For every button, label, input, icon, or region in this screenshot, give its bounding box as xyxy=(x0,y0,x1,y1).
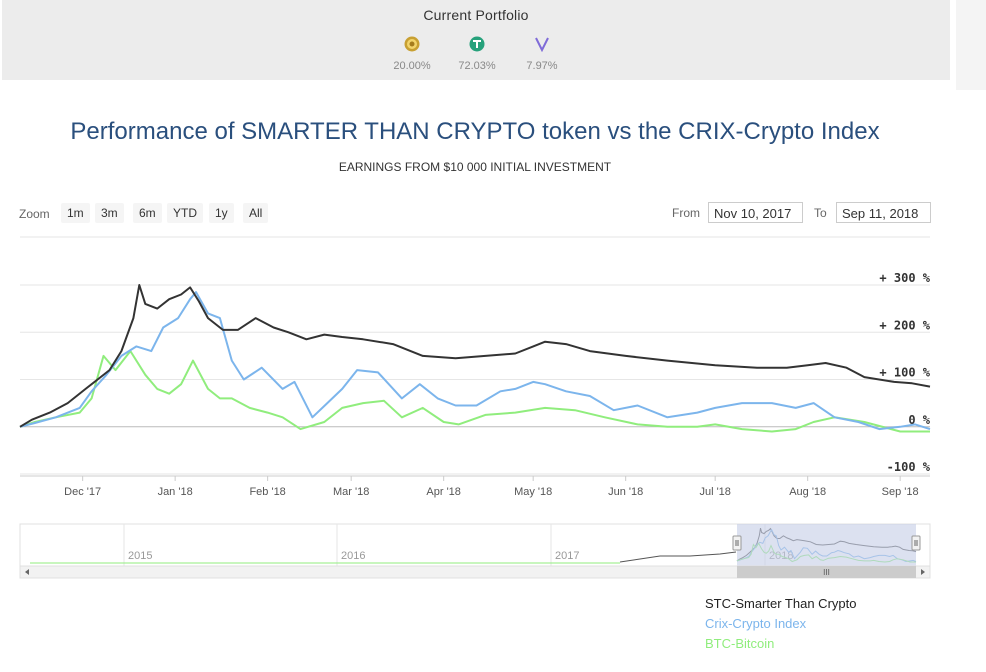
zoom-1m-button[interactable]: 1m xyxy=(61,203,90,223)
series-line-crix xyxy=(19,291,931,431)
navigator-handle[interactable] xyxy=(732,535,742,551)
chart-title: Performance of SMARTER THAN CRYPTO token… xyxy=(70,118,880,145)
tether-icon xyxy=(469,36,485,52)
x-tick-label: Apr '18 xyxy=(426,486,461,498)
navigator-handle[interactable] xyxy=(911,535,921,551)
portfolio-coin-stc[interactable]: 20.00% xyxy=(382,36,442,72)
portfolio-pct-vechain: 7.97% xyxy=(526,60,558,72)
vechain-icon xyxy=(535,37,549,53)
legend-item-crix[interactable]: Crix-Crypto Index xyxy=(705,616,807,631)
navigator: 2015201620172018III xyxy=(19,523,931,579)
x-tick-label: Feb '18 xyxy=(249,486,285,498)
series-line-stc xyxy=(19,284,931,428)
x-tick-label: Jan '18 xyxy=(158,486,193,498)
navigator-mask xyxy=(737,524,916,566)
portfolio-title: Current Portfolio xyxy=(423,7,529,23)
zoom-6m-button[interactable]: 6m xyxy=(133,203,162,223)
x-tick-label: Mar '18 xyxy=(333,486,369,498)
stc-coin-icon xyxy=(404,36,420,52)
y-axis-ticks: + 300 % + 200 % + 100 % 0 % -100 % xyxy=(879,271,930,474)
chart-legend: STC-Smarter Than Crypto Crix-Crypto Inde… xyxy=(705,596,856,656)
scrollbar-track xyxy=(19,565,931,579)
range-to-input[interactable]: Sep 11, 2018 xyxy=(836,202,931,223)
navigator-year-label: 2015 xyxy=(128,550,152,562)
scroll-right-arrow-icon[interactable] xyxy=(921,569,925,575)
chart-subtitle: EARNINGS FROM $10 000 INITIAL INVESTMENT xyxy=(338,160,612,174)
y-tick-label: + 200 % xyxy=(879,318,930,332)
zoom-ytd-button[interactable]: YTD xyxy=(167,203,203,223)
range-to-label: To xyxy=(814,206,827,220)
scrollbar-thumb[interactable] xyxy=(737,566,916,578)
y-tick-label: 0 % xyxy=(908,413,930,427)
portfolio-panel: Current Portfolio 20.00% 72.03% 7.97% xyxy=(2,0,950,80)
y-tick-label: -100 % xyxy=(887,460,931,474)
y-tick-label: + 100 % xyxy=(879,366,930,380)
portfolio-side-strip xyxy=(956,0,986,90)
zoom-label: Zoom xyxy=(19,207,50,221)
zoom-1y-button[interactable]: 1y xyxy=(209,203,234,223)
x-tick-label: May '18 xyxy=(514,486,552,498)
zoom-3m-button[interactable]: 3m xyxy=(95,203,124,223)
y-tick-label: + 300 % xyxy=(879,271,930,285)
range-from-label: From xyxy=(672,206,700,220)
portfolio-coin-vechain[interactable]: 7.97% xyxy=(512,36,572,72)
x-tick-label: Dec '17 xyxy=(64,486,101,498)
scroll-left-arrow-icon[interactable] xyxy=(25,569,29,575)
portfolio-pct-stc: 20.00% xyxy=(393,60,431,72)
navigator-pre-line xyxy=(619,551,737,563)
range-from-input[interactable]: Nov 10, 2017 xyxy=(708,202,803,223)
scrollbar-grip: III xyxy=(823,568,830,577)
x-tick-label: Jul '18 xyxy=(699,486,730,498)
x-axis-ticks: Dec '17 Jan '18 Feb '18 Mar '18 Apr '18 May '… xyxy=(64,476,919,498)
zoom-all-button[interactable]: All xyxy=(243,203,269,223)
portfolio-coin-tether[interactable]: 72.03% xyxy=(447,36,507,72)
x-tick-label: Jun '18 xyxy=(608,486,643,498)
legend-item-stc[interactable]: STC-Smarter Than Crypto xyxy=(705,596,857,611)
navigator-year-label: 2016 xyxy=(341,550,365,562)
series-line-btc xyxy=(19,350,930,433)
portfolio-pct-tether: 72.03% xyxy=(458,60,496,72)
x-tick-label: Sep '18 xyxy=(882,486,919,498)
chart-grid xyxy=(20,236,930,477)
legend-item-btc[interactable]: BTC-Bitcoin xyxy=(705,636,775,651)
navigator-year-label: 2017 xyxy=(555,550,579,562)
chart-series xyxy=(19,284,931,433)
x-tick-label: Aug '18 xyxy=(789,486,826,498)
